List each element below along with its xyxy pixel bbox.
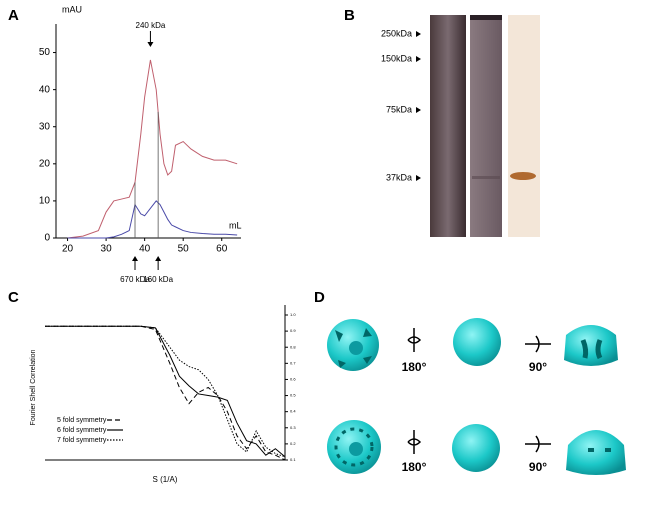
series-line	[45, 325, 286, 461]
y-axis-label: Fourier Shell Correlation	[30, 349, 37, 425]
blot: 250kDa 150kDa 75kDa 37kDa	[381, 15, 540, 237]
structure	[566, 430, 626, 475]
annotation: 240 kDa	[136, 21, 166, 30]
marker-label: 250kDa	[381, 28, 412, 38]
x-axis-label: S (1/A)	[153, 475, 178, 484]
annotation: 160 kDa	[143, 275, 173, 284]
rotation-label: 180°	[402, 360, 427, 374]
y-tick-label: 30	[39, 121, 51, 132]
marker-label: 37kDa	[386, 172, 412, 182]
arrow-head	[132, 256, 139, 261]
series-line	[67, 59, 238, 239]
y-tick-label: 10	[39, 196, 51, 207]
panel-label: B	[344, 7, 355, 24]
structure	[564, 325, 618, 366]
y-tick-label: 50	[39, 47, 51, 58]
marker-arrow	[416, 31, 421, 37]
blot-lane	[470, 15, 502, 237]
structure-detail	[349, 442, 363, 456]
blot-band	[510, 172, 536, 180]
y-tick-label: 40	[39, 84, 51, 95]
legend-label: 5 fold symmetry	[57, 417, 107, 424]
blot-band	[470, 15, 502, 20]
panel-label: A	[8, 7, 19, 24]
rotation-icon	[407, 328, 551, 454]
blot-lane	[508, 15, 540, 237]
y-tick-label: 0.9	[290, 328, 296, 333]
x-tick-label: 30	[101, 244, 113, 255]
marker-arrow	[416, 107, 421, 113]
panel-label: D	[314, 289, 325, 306]
structure-detail	[580, 339, 603, 360]
y-tick-label: 0.7	[290, 360, 296, 365]
structure-detail	[349, 341, 363, 355]
structure	[452, 424, 500, 472]
y-tick-label: 20	[39, 158, 51, 169]
x-tick-label: 60	[216, 244, 228, 255]
structure-detail	[334, 427, 374, 467]
y-tick-label: 0.2	[290, 441, 296, 446]
structure	[453, 318, 501, 366]
arrow-head	[155, 256, 162, 261]
y-tick-label: 0.3	[290, 425, 296, 430]
legend-label: 6 fold symmetry	[57, 427, 107, 434]
annotation: 670 kDa	[120, 275, 150, 284]
marker-arrow	[416, 56, 421, 62]
x-tick-label: 50	[178, 244, 190, 255]
y-tick-label: 0	[44, 233, 50, 244]
marker-label: 150kDa	[381, 53, 412, 63]
structures: 180° 90° 180° 90°	[327, 318, 626, 475]
y-tick-label: 0.4	[290, 409, 296, 414]
x-axis-label: mL	[229, 220, 242, 230]
structure-detail	[335, 328, 372, 368]
series-line	[67, 200, 238, 239]
rotation-label: 90°	[529, 460, 547, 474]
y-tick-label: 0.8	[290, 344, 296, 349]
x-tick-label: 20	[62, 244, 74, 255]
y-axis-label: mAU	[62, 4, 82, 14]
marker-arrow	[416, 175, 421, 181]
panel-label: C	[8, 289, 19, 306]
marker-label: 75kDa	[386, 104, 412, 114]
blot-band	[472, 176, 500, 179]
rotation-label: 180°	[402, 460, 427, 474]
y-tick-label: 0.1	[290, 457, 296, 462]
y-tick-label: 0.6	[290, 377, 296, 382]
rotation-label: 90°	[529, 360, 547, 374]
legend-label: 7 fold symmetry	[57, 437, 107, 444]
arrow-head	[147, 42, 154, 47]
y-tick-label: 1.0	[290, 312, 296, 317]
x-tick-label: 40	[139, 244, 151, 255]
series-line	[45, 325, 286, 458]
y-tick-label: 0.5	[290, 393, 296, 398]
blot-lane	[430, 15, 466, 237]
